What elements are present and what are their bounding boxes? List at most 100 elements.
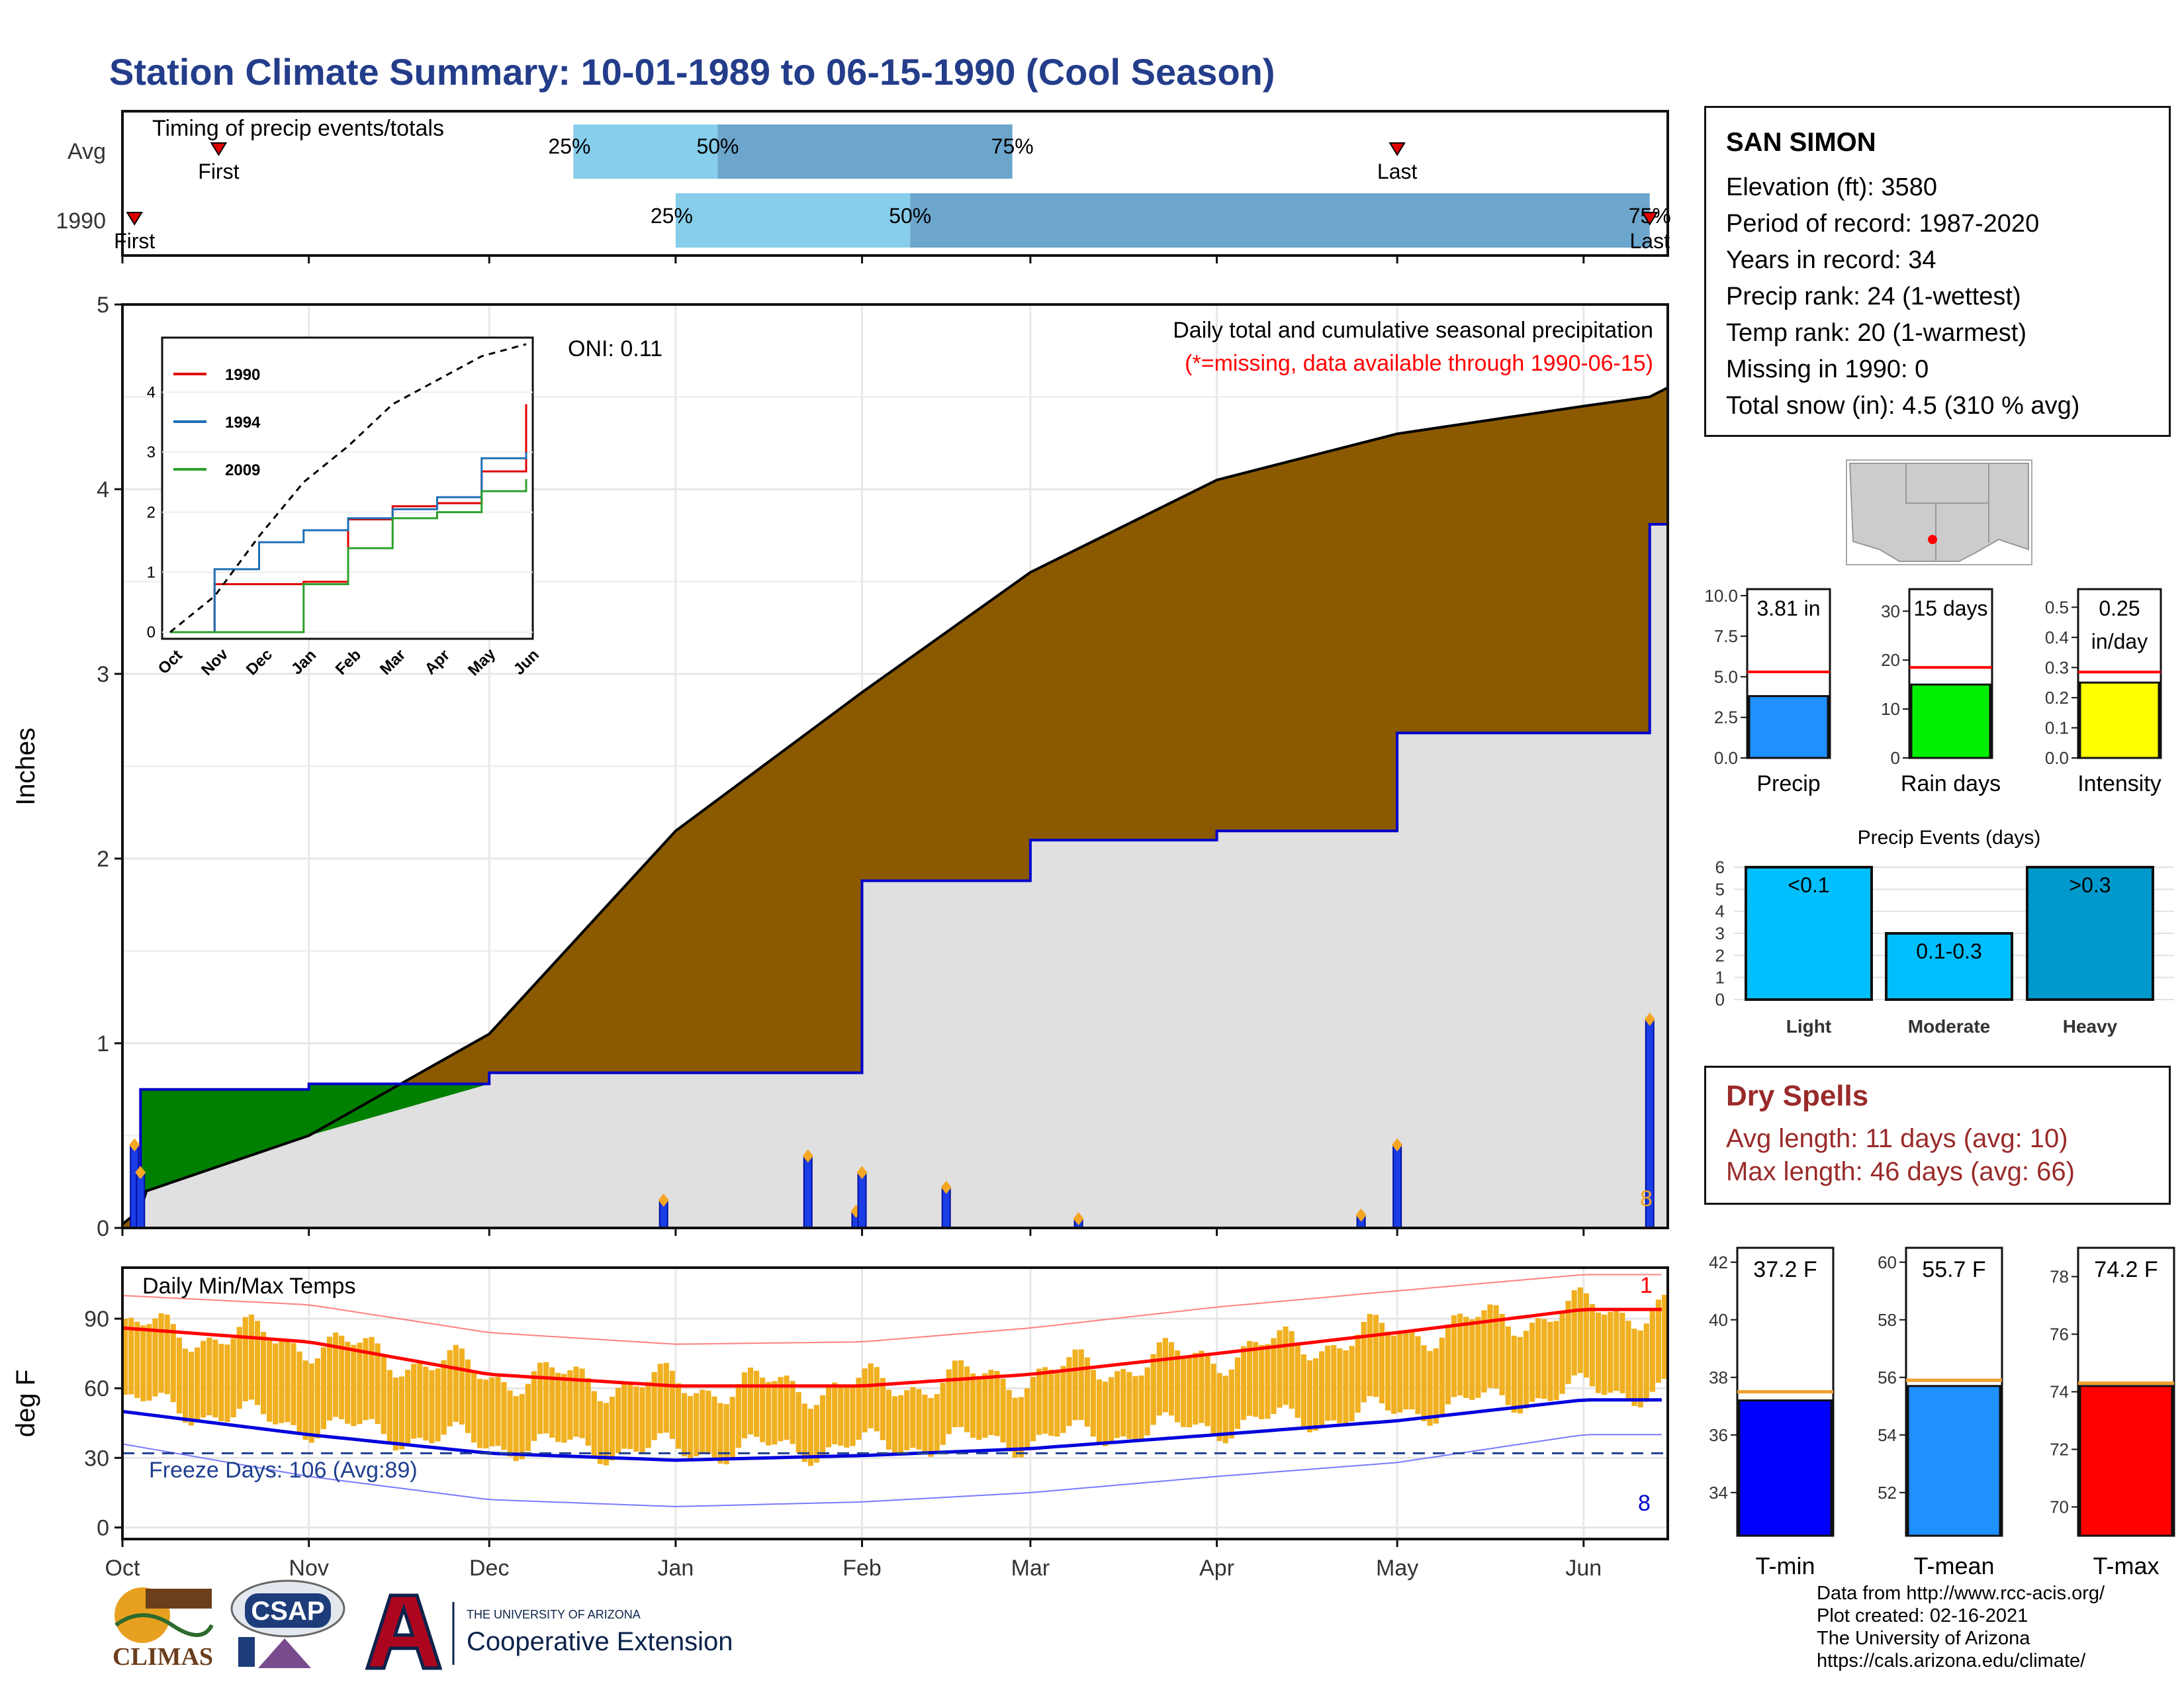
daily-precip-bar (857, 1172, 867, 1229)
daily-precip-marker (658, 1194, 669, 1207)
temp-bar-tick-label: 60 (1878, 1252, 1897, 1272)
daily-temp-bar (279, 1341, 285, 1423)
events-category-label: Heavy (2063, 1016, 2118, 1037)
daily-temp-bar (1511, 1335, 1517, 1413)
timing-q50-label: 50% (889, 204, 931, 228)
events-title: Precip Events (days) (1858, 827, 2041, 849)
daily-temp-bar (1643, 1323, 1649, 1402)
avg-min-line (122, 1398, 1662, 1462)
climas-wordmark: CLIMAS (113, 1643, 213, 1671)
mini-bar-value (1910, 683, 1991, 759)
events-tick-label: 2 (1715, 945, 1725, 965)
daily-temp-bar (729, 1397, 735, 1459)
daily-temp-bar (801, 1403, 807, 1462)
daily-temp-bar (308, 1363, 314, 1443)
temp-bar-value (2079, 1385, 2173, 1537)
timing-last-marker (1641, 212, 1659, 226)
daily-temp-bar (609, 1397, 615, 1461)
daily-temp-bar (417, 1362, 423, 1438)
daily-temp-bar (1072, 1349, 1078, 1421)
precip-legend-title: Daily total and cumulative seasonal prec… (1173, 318, 1653, 343)
daily-temp-bar (573, 1366, 579, 1437)
credits: Data from http://www.rcc-acis.org/ Plot … (1817, 1582, 2105, 1672)
daily-temp-bar (1132, 1376, 1138, 1442)
precip-y-tick-label: 2 (97, 847, 109, 872)
mini-bar-tick-label: 20 (1881, 650, 1900, 670)
daily-temp-bar (1193, 1352, 1199, 1425)
credit-line-data: Data from http://www.rcc-acis.org/ (1817, 1583, 2105, 1604)
daily-temp-bar (291, 1342, 296, 1425)
station-total-snow: Total snow (in): 4.5 (310 % avg) (1726, 392, 2080, 420)
temp-bar-value-label: 74.2 F (2094, 1257, 2158, 1282)
daily-temp-bar (1084, 1357, 1090, 1427)
mini-bar-tick-label: 0.5 (2045, 597, 2069, 617)
daily-temp-bar (375, 1343, 381, 1425)
daily-temp-bar (747, 1367, 754, 1434)
avg-max-line (122, 1307, 1662, 1388)
record-max-line (122, 1274, 1662, 1345)
mini-bar-tick-label: 0.4 (2045, 628, 2069, 647)
daily-temp-bar (1373, 1315, 1379, 1397)
mini-bar-tick-label: 0.0 (2045, 748, 2069, 768)
temp-panel: 0 30 60 90 deg F Daily Min/Max Temps Freeze… (11, 1266, 1669, 1540)
daily-temp-bar (1312, 1358, 1319, 1431)
daily-temp-bar (1559, 1313, 1565, 1394)
daily-temp-bar (1247, 1340, 1253, 1416)
daily-temp-bar (639, 1387, 645, 1452)
daily-temp-bar (1144, 1367, 1150, 1436)
temp-y-tick-label: 60 (84, 1376, 109, 1401)
daily-temp-bar (549, 1367, 555, 1438)
temp-bar-category-label: T-mean (1913, 1552, 1994, 1579)
daily-temp-bar (1289, 1331, 1295, 1409)
daily-temp-bar (958, 1360, 964, 1427)
events-bar-value-label: >0.3 (2069, 873, 2111, 897)
climas-wave-icon (114, 1613, 214, 1637)
daily-temp-bar (807, 1409, 813, 1466)
daily-temp-bar (1187, 1356, 1193, 1428)
daily-temp-bar (657, 1364, 663, 1434)
inset-y-tick-label: 1 (147, 563, 156, 581)
mini-bar-tick-label: 30 (1881, 601, 1900, 621)
daily-temp-bar (1048, 1370, 1054, 1436)
daily-temp-bar (753, 1370, 760, 1437)
daily-temp-bar (790, 1381, 796, 1444)
mini-bar-tick-label: 0.0 (1714, 748, 1738, 768)
temp-bar-tick-label: 36 (1709, 1425, 1728, 1445)
dry-spells-title: Dry Spells (1726, 1080, 1869, 1112)
daily-temp-bar (700, 1389, 705, 1454)
daily-temp-bar (519, 1393, 525, 1460)
daily-temp-bar (1614, 1309, 1619, 1391)
daily-temp-bar (453, 1344, 459, 1422)
daily-temp-bar (766, 1382, 772, 1446)
timing-q50-q75-bar (910, 193, 1650, 248)
csap-wordmark: CSAP (251, 1597, 324, 1626)
daily-temp-bar (1210, 1364, 1216, 1434)
daily-temp-bar (778, 1377, 784, 1442)
daily-temp-bar (1060, 1366, 1066, 1433)
daily-temp-bar (242, 1317, 248, 1401)
daily-temp-bar (1619, 1313, 1625, 1393)
temp-bar-tick-label: 74 (2050, 1382, 2069, 1402)
daily-temp-bar (1156, 1342, 1162, 1416)
daily-temp-bar (1505, 1326, 1511, 1405)
daily-temp-bar (1205, 1354, 1210, 1427)
daily-temp-bar (1565, 1301, 1571, 1384)
daily-temp-bar (314, 1358, 320, 1438)
daily-temp-bar (392, 1377, 399, 1451)
daily-temp-bar (1319, 1351, 1325, 1426)
daily-temp-bar (248, 1314, 254, 1400)
daily-temp-bar (339, 1335, 345, 1419)
daily-temp-bar (669, 1370, 675, 1439)
month-label: Oct (105, 1556, 140, 1581)
daily-precip-marker (1392, 1138, 1403, 1152)
daily-temp-bar (477, 1379, 483, 1448)
daily-temp-bar (1475, 1317, 1481, 1398)
mini-bar-tick-label: 7.5 (1714, 626, 1738, 646)
inset-y-tick-label: 0 (147, 624, 156, 641)
timing-first-marker (210, 142, 228, 156)
daily-precip-marker (1355, 1208, 1367, 1222)
timing-row-1990-label: 1990 (56, 209, 106, 234)
timing-first-marker (126, 212, 143, 226)
daily-temp-bar (1277, 1330, 1283, 1408)
inset-legend-label: 1994 (225, 414, 261, 432)
